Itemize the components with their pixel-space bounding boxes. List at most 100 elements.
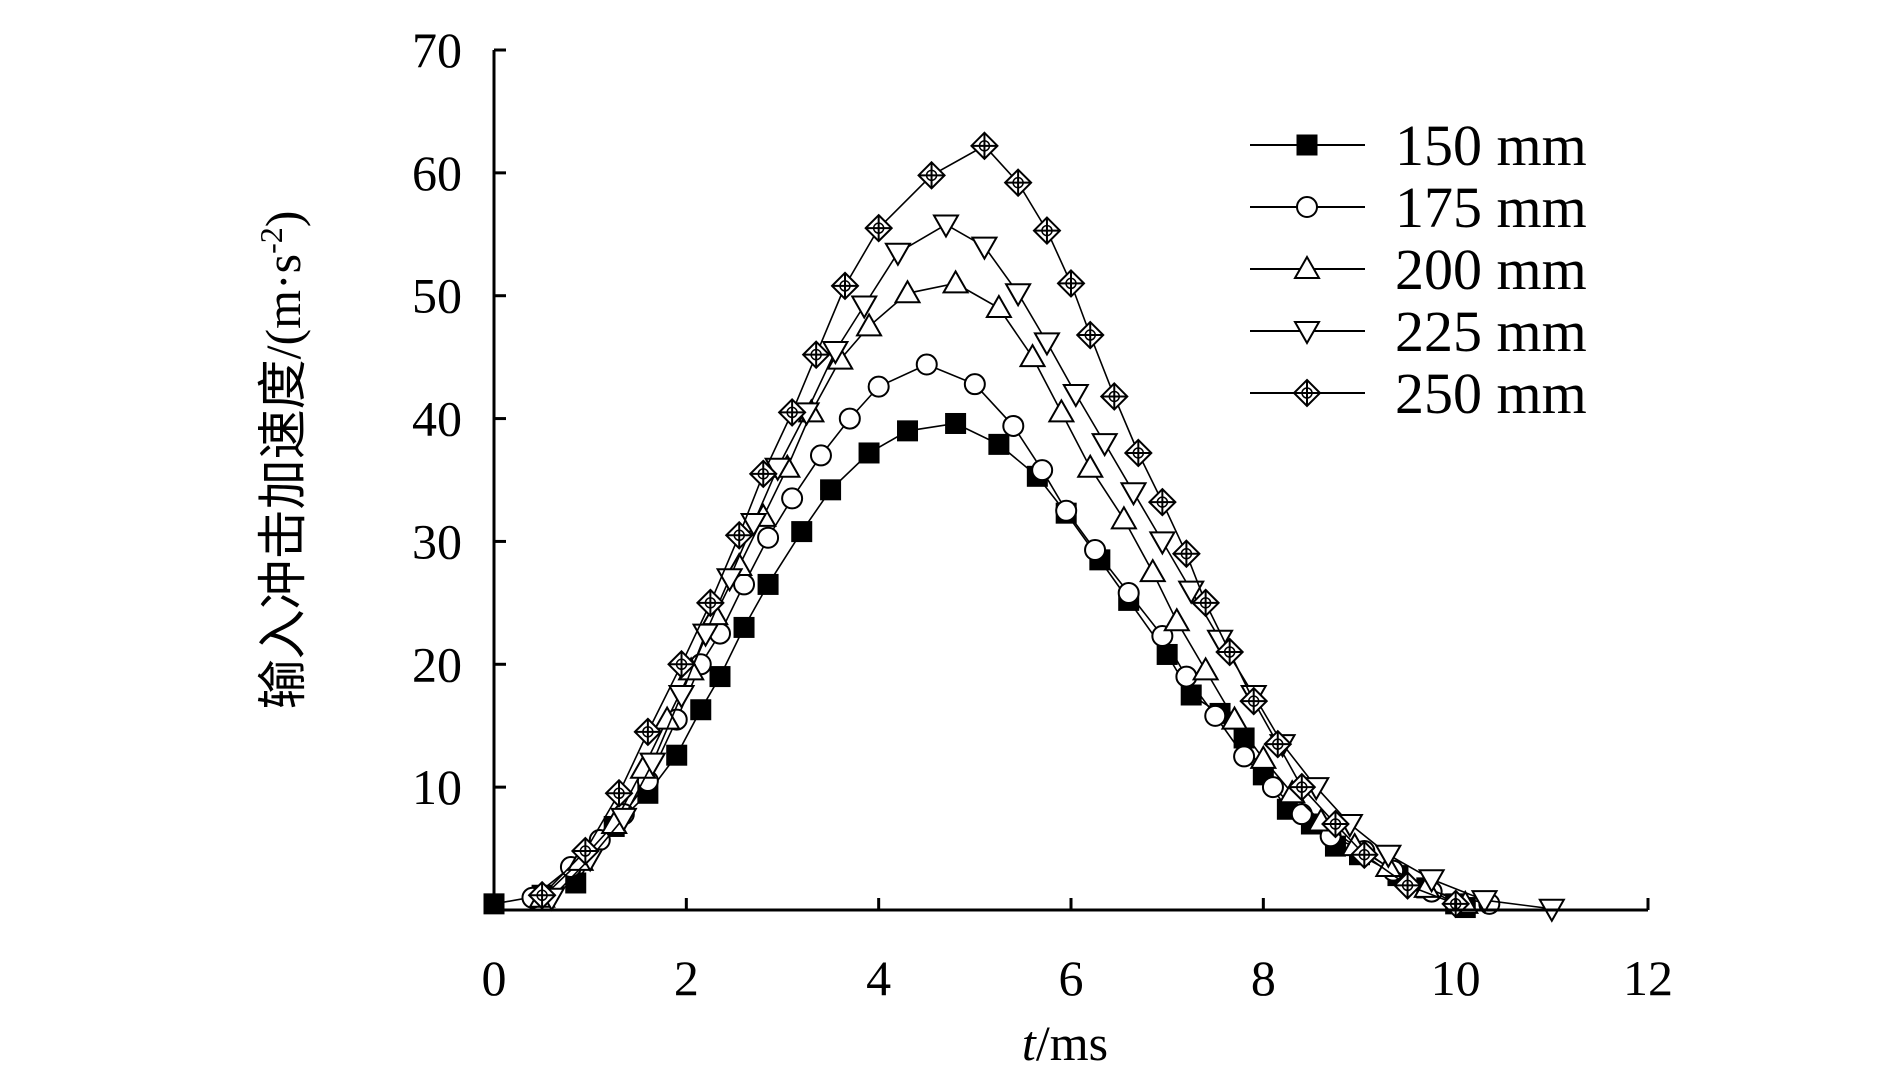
y-tick-label: 40 bbox=[412, 391, 462, 447]
data-point bbox=[1148, 531, 1177, 556]
data-point bbox=[604, 778, 634, 808]
data-point bbox=[638, 752, 667, 777]
data-point bbox=[1004, 283, 1032, 308]
y-tick-label: 30 bbox=[412, 513, 462, 569]
series-5 bbox=[527, 131, 1471, 919]
data-point bbox=[1470, 890, 1499, 915]
data-point bbox=[1233, 727, 1255, 749]
data-point bbox=[1263, 729, 1293, 759]
data-point bbox=[945, 412, 967, 434]
y-tick-label: 20 bbox=[412, 636, 462, 692]
data-point bbox=[830, 271, 860, 301]
data-point bbox=[963, 373, 986, 396]
data-point bbox=[691, 623, 720, 648]
data-point bbox=[1119, 482, 1148, 507]
data-point bbox=[970, 131, 999, 161]
data-point bbox=[527, 880, 557, 910]
data-point bbox=[1076, 453, 1104, 478]
legend-label: 250 mm bbox=[1395, 361, 1587, 426]
x-tick-label: 0 bbox=[482, 950, 507, 1006]
data-point bbox=[917, 160, 946, 190]
legend-label: 150 mm bbox=[1395, 113, 1587, 178]
data-point bbox=[809, 444, 832, 467]
data-point bbox=[1147, 487, 1177, 517]
data-point bbox=[1084, 539, 1107, 562]
data-point bbox=[777, 398, 807, 427]
data-point bbox=[864, 213, 894, 243]
data-point bbox=[690, 699, 712, 721]
x-tick-label: 2 bbox=[674, 950, 699, 1006]
data-point bbox=[724, 520, 754, 550]
legend-entry: 150 mm bbox=[1250, 113, 1587, 178]
legend-marker bbox=[1296, 134, 1318, 156]
data-point bbox=[1110, 505, 1138, 530]
data-point bbox=[709, 666, 731, 688]
data-point bbox=[1139, 558, 1167, 583]
data-point bbox=[667, 649, 696, 679]
series-line bbox=[541, 282, 1466, 905]
data-point bbox=[757, 573, 779, 595]
data-point bbox=[1191, 588, 1221, 618]
data-point bbox=[932, 214, 960, 239]
legend-label: 225 mm bbox=[1395, 299, 1587, 364]
data-point bbox=[1032, 216, 1062, 246]
legend-marker bbox=[1293, 254, 1321, 279]
data-point bbox=[1239, 686, 1269, 716]
data-point bbox=[820, 479, 842, 501]
data-point bbox=[1349, 840, 1379, 870]
legend-label: 200 mm bbox=[1395, 237, 1587, 302]
data-point bbox=[1123, 438, 1153, 468]
legend-entry: 175 mm bbox=[1250, 175, 1587, 240]
x-axis-title-unit: /ms bbox=[1036, 1015, 1108, 1071]
data-point bbox=[1215, 637, 1245, 667]
data-point bbox=[970, 236, 999, 261]
series-line bbox=[493, 422, 1466, 909]
y-tick-label: 70 bbox=[412, 22, 462, 78]
data-point bbox=[915, 353, 938, 376]
y-tick-label: 60 bbox=[412, 145, 462, 201]
y-axis-title-main: 输入冲击加速度/(m·s bbox=[255, 254, 311, 710]
data-point bbox=[1233, 745, 1256, 768]
data-point bbox=[667, 685, 696, 710]
data-point bbox=[855, 312, 883, 337]
x-tick-label: 12 bbox=[1623, 950, 1673, 1006]
data-point bbox=[1099, 382, 1129, 411]
data-point bbox=[1393, 871, 1422, 900]
data-point bbox=[1374, 844, 1403, 869]
data-point bbox=[1018, 343, 1047, 368]
data-point bbox=[1033, 332, 1061, 357]
axes: 0 2 4 6 8 10 12 10 20 30 40 50 60 70 bbox=[412, 22, 1673, 1006]
data-point bbox=[733, 616, 755, 638]
legend-entry: 250 mm bbox=[1250, 361, 1587, 426]
data-point bbox=[884, 242, 912, 267]
data-point bbox=[695, 588, 725, 618]
data-point bbox=[858, 442, 880, 464]
legend-marker bbox=[1293, 321, 1321, 346]
data-point bbox=[757, 526, 780, 549]
legend-entry: 225 mm bbox=[1250, 299, 1587, 364]
data-point bbox=[1047, 398, 1076, 423]
data-point bbox=[838, 407, 861, 430]
data-point bbox=[1177, 580, 1205, 605]
legend-entry: 200 mm bbox=[1250, 237, 1587, 302]
data-point bbox=[1287, 772, 1317, 802]
legend-label: 175 mm bbox=[1395, 175, 1587, 240]
data-point bbox=[897, 420, 919, 442]
data-point bbox=[781, 487, 804, 510]
data-point bbox=[893, 279, 922, 304]
data-point bbox=[1204, 704, 1227, 727]
data-point bbox=[1191, 656, 1220, 681]
y-axis-title-close: ) bbox=[255, 211, 311, 228]
data-point bbox=[1002, 414, 1025, 437]
data-point bbox=[739, 513, 768, 538]
data-point bbox=[850, 295, 878, 320]
data-point bbox=[821, 341, 850, 366]
data-point bbox=[666, 744, 688, 766]
series-3 bbox=[528, 269, 1480, 914]
data-point bbox=[988, 433, 1010, 455]
x-tick-label: 8 bbox=[1251, 950, 1276, 1006]
x-tick-label: 4 bbox=[866, 950, 891, 1006]
y-axis-title-sup: -2 bbox=[253, 227, 289, 254]
legend-marker bbox=[1296, 196, 1318, 218]
data-point bbox=[1180, 684, 1202, 706]
